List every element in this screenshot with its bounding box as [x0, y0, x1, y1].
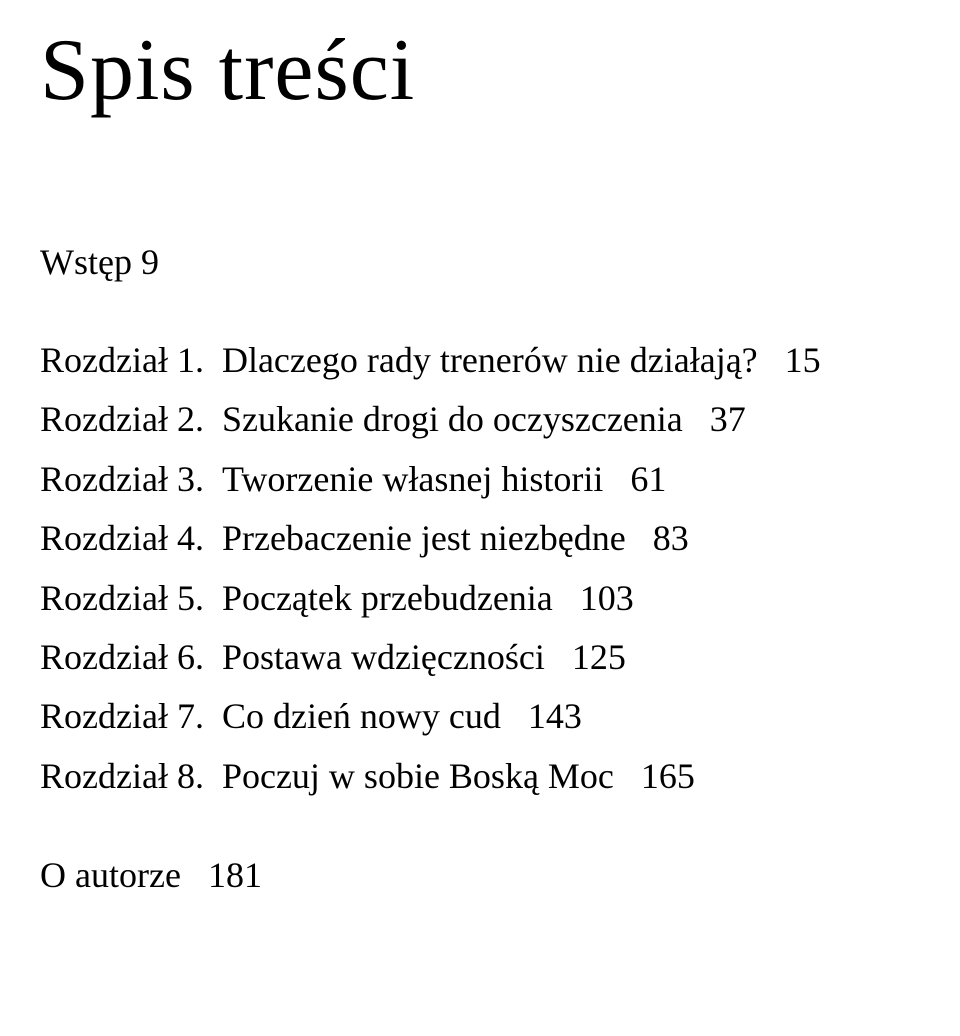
chapter-title [204, 509, 222, 568]
about-page-number: 181 [208, 855, 262, 895]
toc-row: Rozdział 1. Dlaczego rady trenerów nie d… [40, 331, 920, 390]
chapter-title-text: Przebaczenie jest niezbędne [222, 509, 626, 568]
chapter-label: Rozdział 3. [40, 450, 204, 509]
chapter-page [683, 390, 710, 449]
chapter-page-number: 15 [785, 331, 821, 390]
chapter-page-number: 103 [580, 569, 634, 628]
toc-row: Rozdział 6. Postawa wdzięczności 125 [40, 628, 920, 687]
chapter-title [204, 450, 222, 509]
chapter-title [204, 628, 222, 687]
toc-row: Rozdział 5. Początek przebudzenia 103 [40, 569, 920, 628]
toc-row: Rozdział 8. Poczuj w sobie Boską Moc 165 [40, 747, 920, 806]
chapter-title-text: Tworzenie własnej historii [222, 450, 603, 509]
chapter-label: Rozdział 1. [40, 331, 204, 390]
toc-row: Rozdział 4. Przebaczenie jest niezbędne … [40, 509, 920, 568]
chapter-label: Rozdział 2. [40, 390, 204, 449]
chapter-title [204, 569, 222, 628]
chapter-page-number: 83 [653, 509, 689, 568]
chapter-title [204, 390, 222, 449]
chapter-title-text: Szukanie drogi do oczyszczenia [222, 390, 683, 449]
chapter-label: Rozdział 6. [40, 628, 204, 687]
chapter-label: Rozdział 8. [40, 747, 204, 806]
chapter-title-text: Co dzień nowy cud [222, 687, 501, 746]
chapter-page-number: 61 [630, 450, 666, 509]
chapter-title [204, 687, 222, 746]
chapter-page-number: 125 [572, 628, 626, 687]
chapter-page [553, 569, 580, 628]
chapter-page [603, 450, 630, 509]
chapter-label: Rozdział 4. [40, 509, 204, 568]
toc-page: Spis treści Wstęp 9 Rozdział 1. Dlaczego… [0, 0, 960, 936]
intro-page [132, 242, 141, 282]
chapter-page [501, 687, 528, 746]
chapter-title-text: Postawa wdzięczności [222, 628, 545, 687]
chapter-page [758, 331, 785, 390]
chapter-page-number: 165 [641, 747, 695, 806]
about-label: O autorze [40, 855, 181, 895]
chapter-title-text: Dlaczego rady trenerów nie działają? [222, 331, 758, 390]
chapter-title-text: Początek przebudzenia [222, 569, 553, 628]
intro-line: Wstęp 9 [40, 241, 920, 283]
intro-page-number: 9 [141, 242, 159, 282]
intro-label: Wstęp [40, 242, 132, 282]
chapter-label: Rozdział 5. [40, 569, 204, 628]
chapter-page-number: 37 [710, 390, 746, 449]
chapter-title [204, 747, 222, 806]
about-line: O autorze 181 [40, 854, 920, 896]
toc-row: Rozdział 7. Co dzień nowy cud 143 [40, 687, 920, 746]
chapter-page [545, 628, 572, 687]
page-title: Spis treści [40, 20, 920, 121]
chapter-title [204, 331, 222, 390]
chapter-page [626, 509, 653, 568]
chapter-label: Rozdział 7. [40, 687, 204, 746]
toc-row: Rozdział 3. Tworzenie własnej historii 6… [40, 450, 920, 509]
chapter-title-text: Poczuj w sobie Boską Moc [222, 747, 614, 806]
about-page-space [181, 855, 208, 895]
chapter-page-number: 143 [528, 687, 582, 746]
toc-row: Rozdział 2. Szukanie drogi do oczyszczen… [40, 390, 920, 449]
chapter-page [614, 747, 641, 806]
